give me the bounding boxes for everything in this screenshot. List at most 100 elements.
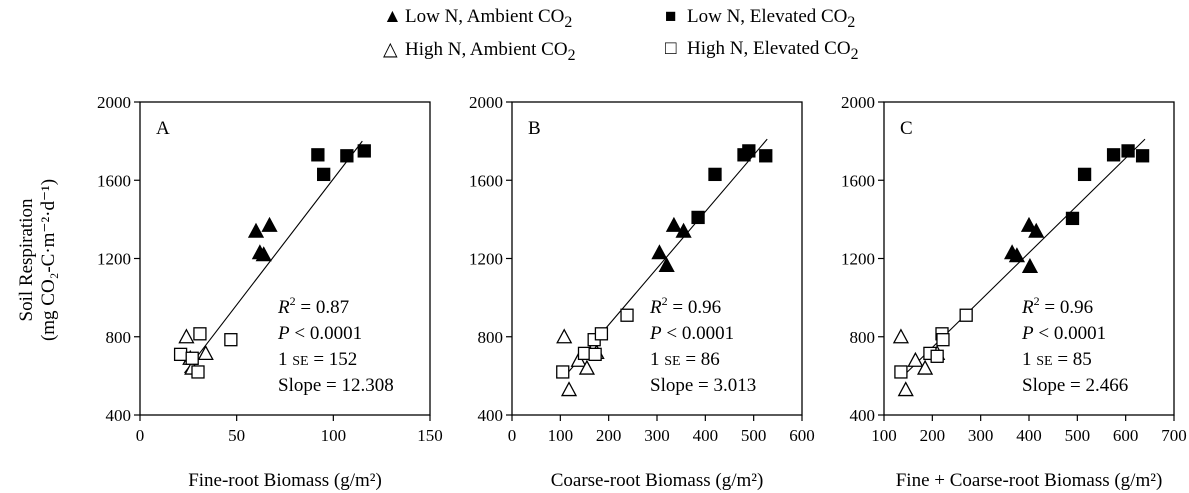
- legend-label: Low N, Ambient CO: [405, 6, 565, 27]
- filled-triangle-point: [247, 222, 265, 238]
- p-value: P < 0.0001: [1021, 323, 1106, 344]
- se-prefix: 1: [278, 349, 292, 370]
- filled-triangle-point: [665, 216, 683, 232]
- y-axis-label-line1: Soil Respiration: [16, 198, 37, 321]
- r-symbol: R: [1021, 297, 1034, 318]
- filled-triangle-point: [658, 256, 675, 272]
- filled-triangle-point: [1020, 216, 1038, 232]
- filled-triangle-icon: ▲: [383, 6, 402, 27]
- filled-square-point: [708, 167, 722, 182]
- filled-square-icon: ■: [665, 6, 677, 27]
- y-tick-label: 800: [106, 328, 132, 347]
- standard-error: 1 SE = 152: [278, 349, 357, 370]
- r-superscript: 2: [662, 294, 668, 308]
- x-tick-label: 100: [548, 426, 574, 445]
- legend-low-n-elevated: ■ Low N, Elevated CO2: [665, 6, 855, 32]
- y-tick-label: 1200: [841, 250, 875, 269]
- x-tick-label: 500: [741, 426, 767, 445]
- p-value: P < 0.0001: [277, 323, 362, 344]
- x-tick-label: 400: [1016, 426, 1042, 445]
- filled-triangle-point: [675, 222, 692, 238]
- x-tick-label: 700: [1161, 426, 1187, 445]
- filled-triangle-point: [255, 246, 272, 262]
- y-tick-label: 400: [478, 406, 504, 425]
- filled-square-point: [317, 167, 331, 182]
- open-square-point: [185, 351, 199, 365]
- legend-subscript: 2: [567, 46, 576, 64]
- open-square-point: [193, 327, 207, 341]
- slope: Slope = 2.466: [1022, 375, 1128, 396]
- open-triangle-point: [178, 328, 195, 344]
- y-tick-label: 2000: [97, 93, 131, 112]
- r-squared: R2 = 0.96: [1021, 294, 1093, 318]
- x-tick-label: 100: [321, 426, 347, 445]
- x-axis-label: Fine + Coarse-root Biomass (g/m²): [896, 470, 1163, 491]
- x-tick-label: 0: [508, 426, 517, 445]
- legend-label: Low N, Elevated CO: [687, 6, 848, 27]
- filled-square-point: [1065, 211, 1080, 226]
- x-axis-label: Coarse-root Biomass (g/m²): [551, 470, 764, 491]
- r-symbol: R: [277, 297, 290, 318]
- x-tick-label: 50: [228, 426, 245, 445]
- r-superscript: 2: [290, 294, 296, 308]
- filled-square-point: [759, 149, 773, 163]
- open-triangle-point: [897, 381, 914, 397]
- legend-subscript: 2: [850, 45, 859, 63]
- filled-triangle-point: [651, 244, 668, 260]
- p-value-text: < 0.0001: [662, 323, 734, 344]
- r-squared: R2 = 0.96: [649, 294, 721, 318]
- open-square-point: [173, 347, 188, 362]
- panel-letter: A: [156, 118, 170, 139]
- filled-square-point: [1135, 149, 1150, 163]
- x-tick-label: 600: [1113, 426, 1139, 445]
- filled-square-point: [340, 149, 354, 163]
- y-tick-label: 400: [850, 406, 876, 425]
- x-tick-label: 600: [789, 426, 815, 445]
- legend-high-n-ambient: △ High N, Ambient CO2: [383, 38, 575, 65]
- x-axis-label: Fine-root Biomass (g/m²): [188, 470, 382, 491]
- r-squared-value: = 0.96: [1040, 297, 1093, 318]
- panel-b: 0 100 200 300 400 500 600 400 800 1200 1600 2000 Coa…: [469, 93, 815, 491]
- y-tick-label: 2000: [841, 93, 875, 112]
- filled-square-point: [1077, 167, 1092, 182]
- legend-subscript: 2: [847, 13, 856, 31]
- y-axis-label-line2: (mg CO₂-C·m⁻²·d⁻¹): [38, 179, 59, 341]
- se-prefix: 1: [650, 349, 664, 370]
- slope: Slope = 12.308: [278, 375, 394, 396]
- se-symbol: SE: [292, 354, 308, 369]
- open-square-point: [588, 347, 602, 362]
- y-tick-label: 1200: [97, 250, 131, 269]
- slope: Slope = 3.013: [650, 375, 756, 396]
- p-symbol: P: [649, 323, 662, 344]
- x-tick-label: 150: [417, 426, 443, 445]
- x-tick-label: 200: [596, 426, 622, 445]
- p-value-text: < 0.0001: [290, 323, 362, 344]
- r-squared-value: = 0.87: [296, 297, 349, 318]
- se-value: = 152: [309, 349, 358, 370]
- filled-triangle-point: [1008, 247, 1026, 263]
- regression-line: [184, 140, 363, 374]
- x-tick-label: 100: [871, 426, 897, 445]
- x-tick-label: 300: [968, 426, 994, 445]
- filled-triangle-point: [1028, 222, 1045, 238]
- open-square-point: [594, 327, 609, 341]
- p-symbol: P: [277, 323, 290, 344]
- y-tick-label: 800: [850, 328, 876, 347]
- open-square-point: [894, 365, 908, 379]
- se-value: = 85: [1053, 349, 1092, 370]
- r-superscript: 2: [1034, 294, 1040, 308]
- se-value: = 86: [681, 349, 720, 370]
- open-square-point: [556, 365, 570, 379]
- open-square-point: [224, 333, 238, 347]
- x-tick-label: 500: [1065, 426, 1091, 445]
- open-square-point: [959, 308, 973, 322]
- y-tick-label: 400: [106, 406, 132, 425]
- open-triangle-point: [916, 359, 934, 375]
- panel-a: 0 50 100 150 400 800 1200 1600 2000 Fine-root Bio…: [97, 93, 443, 491]
- open-triangle-point: [907, 351, 924, 367]
- legend-label: High N, Ambient CO: [405, 39, 568, 60]
- open-triangle-point: [892, 328, 910, 344]
- open-triangle-point: [578, 359, 596, 375]
- y-tick-label: 1200: [469, 250, 503, 269]
